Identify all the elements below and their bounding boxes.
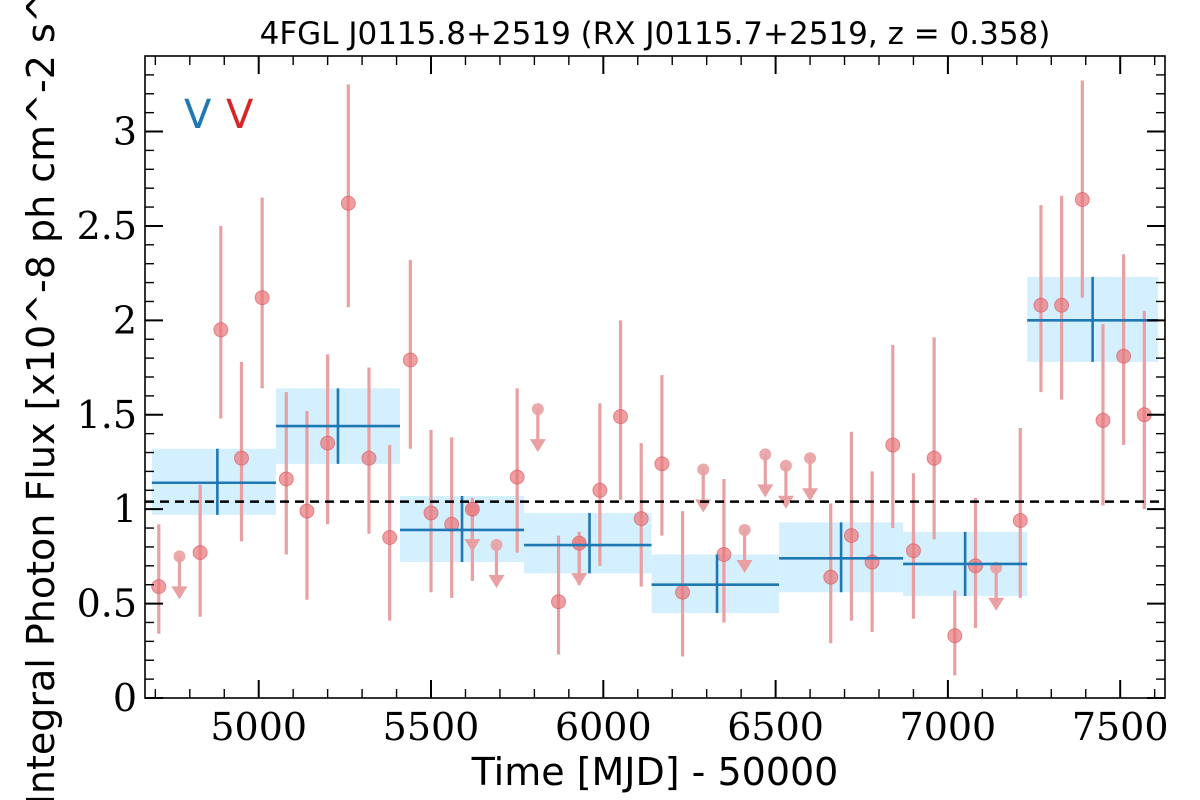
x-tick-label-5: 7500 — [1072, 705, 1169, 749]
y-tick-label-0: 0 — [113, 676, 137, 720]
flux-point-2 — [213, 322, 229, 338]
flux-point-19 — [613, 409, 629, 425]
legend: V V — [184, 92, 254, 138]
y-tick-label-3: 1.5 — [77, 393, 137, 437]
flux-point-3 — [233, 450, 249, 466]
legend-mark-red: V — [226, 92, 254, 138]
upper-limit-cap-4 — [697, 463, 710, 476]
flux-point-5 — [278, 471, 294, 487]
flux-point-35 — [1074, 192, 1090, 208]
bin-uncertainty-box-3 — [524, 512, 652, 574]
upper-limit-cap-0 — [173, 550, 186, 563]
y-tick-label-1: 0.5 — [77, 582, 137, 626]
flux-point-36 — [1095, 412, 1111, 428]
flux-point-27 — [885, 437, 901, 453]
x-tick-label-1: 5500 — [383, 705, 480, 749]
flux-point-30 — [947, 628, 963, 644]
y-tick-label-6: 3 — [113, 110, 137, 154]
flux-point-28 — [905, 543, 921, 559]
flux-point-22 — [675, 584, 691, 600]
flux-point-31 — [967, 558, 983, 574]
flux-point-21 — [654, 456, 670, 472]
flux-point-14 — [464, 501, 480, 517]
flux-point-10 — [382, 530, 398, 545]
upper-limit-arrow-2 — [529, 439, 546, 453]
flux-point-13 — [444, 516, 460, 532]
upper-limit-cap-5 — [738, 523, 751, 536]
upper-limit-arrow-1 — [488, 575, 505, 589]
flux-point-23 — [716, 546, 732, 562]
upper-limit-arrow-6 — [757, 484, 774, 498]
flux-point-1 — [192, 545, 208, 561]
flux-point-24 — [823, 569, 839, 585]
upper-limit-arrow-10 — [464, 539, 481, 553]
upper-limit-cap-6 — [759, 448, 772, 461]
upper-limit-arrow-7 — [777, 495, 794, 509]
flux-point-29 — [926, 450, 942, 466]
flux-point-17 — [571, 535, 587, 551]
x-tick-label-3: 6500 — [727, 705, 824, 749]
flux-point-8 — [340, 195, 356, 211]
upper-limit-cap-7 — [779, 459, 792, 472]
x-tick-label-2: 6000 — [555, 705, 652, 749]
flux-point-32 — [1012, 513, 1028, 529]
flux-point-11 — [402, 352, 418, 368]
flux-point-34 — [1054, 297, 1070, 313]
flux-point-18 — [592, 482, 608, 498]
flux-point-37 — [1116, 348, 1132, 364]
flux-point-12 — [423, 505, 439, 521]
x-tick-label-0: 5000 — [210, 705, 307, 749]
upper-limit-arrow-3 — [571, 573, 588, 587]
upper-limit-arrow-0 — [171, 586, 188, 600]
flux-point-7 — [320, 435, 336, 451]
flux-point-4 — [254, 290, 270, 306]
y-tick-label-5: 2.5 — [77, 204, 137, 248]
x-tick-label-4: 7000 — [900, 705, 997, 749]
flux-point-20 — [633, 511, 649, 527]
x-axis-title: Time [MJD] - 50000 — [471, 750, 839, 794]
flux-point-6 — [299, 503, 315, 519]
upper-limit-cap-2 — [531, 403, 544, 416]
upper-limit-cap-8 — [804, 452, 817, 465]
y-axis-title: Integral Photon Flux [x10^-8 ph cm^-2 s^… — [19, 0, 63, 800]
flux-point-15 — [509, 469, 525, 485]
upper-limit-arrow-9 — [988, 597, 1005, 611]
flux-point-33 — [1033, 297, 1049, 313]
upper-limit-arrow-5 — [736, 559, 753, 573]
legend-mark-blue: V — [184, 92, 212, 138]
flux-point-25 — [843, 528, 859, 544]
y-tick-label-2: 1 — [113, 487, 137, 531]
plot-area: 5000 5500 6000 6500 7000 7500 0 0.5 1 1.5 2 2.5 3 — [77, 55, 1169, 749]
upper-limit-cap-1 — [490, 539, 503, 552]
chart-title: 4FGL J0115.8+2519 (RX J0115.7+2519, z = … — [260, 16, 1051, 52]
upper-limit-arrow-8 — [802, 488, 819, 502]
flux-point-0 — [151, 579, 167, 595]
y-tick-label-4: 2 — [113, 298, 137, 342]
flux-point-16 — [551, 594, 567, 610]
flux-point-9 — [361, 450, 377, 466]
